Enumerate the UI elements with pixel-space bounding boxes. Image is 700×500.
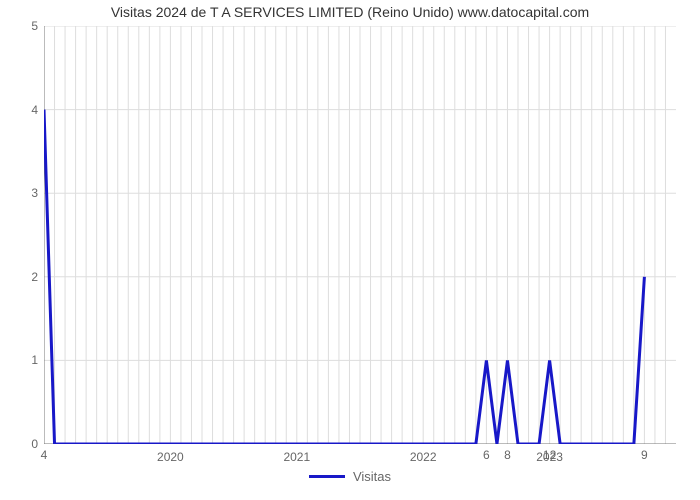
legend: Visitas — [0, 466, 700, 484]
y-tick-label: 1 — [31, 353, 38, 367]
y-tick-label: 5 — [31, 19, 38, 33]
x-subtick-label: 12 — [543, 448, 556, 462]
x-tick-label: 2022 — [410, 450, 437, 464]
x-tick-label: 2021 — [283, 450, 310, 464]
x-subtick-label: 8 — [504, 448, 511, 462]
x-tick-label: 2020 — [157, 450, 184, 464]
y-tick-label: 3 — [31, 186, 38, 200]
y-tick-label: 4 — [31, 103, 38, 117]
x-subtick-label: 9 — [641, 448, 648, 462]
chart-title: Visitas 2024 de T A SERVICES LIMITED (Re… — [0, 4, 700, 20]
legend-line-icon — [309, 475, 345, 478]
chart-container: Visitas 2024 de T A SERVICES LIMITED (Re… — [0, 0, 700, 500]
x-subtick-label: 6 — [483, 448, 490, 462]
y-tick-label: 2 — [31, 270, 38, 284]
legend-label: Visitas — [353, 469, 391, 484]
y-tick-label: 0 — [31, 437, 38, 451]
plot-area: 012345 2020202120222023 68129 4 — [44, 26, 676, 444]
x-corner-left-label: 4 — [41, 448, 48, 462]
legend-item: Visitas — [309, 469, 391, 484]
